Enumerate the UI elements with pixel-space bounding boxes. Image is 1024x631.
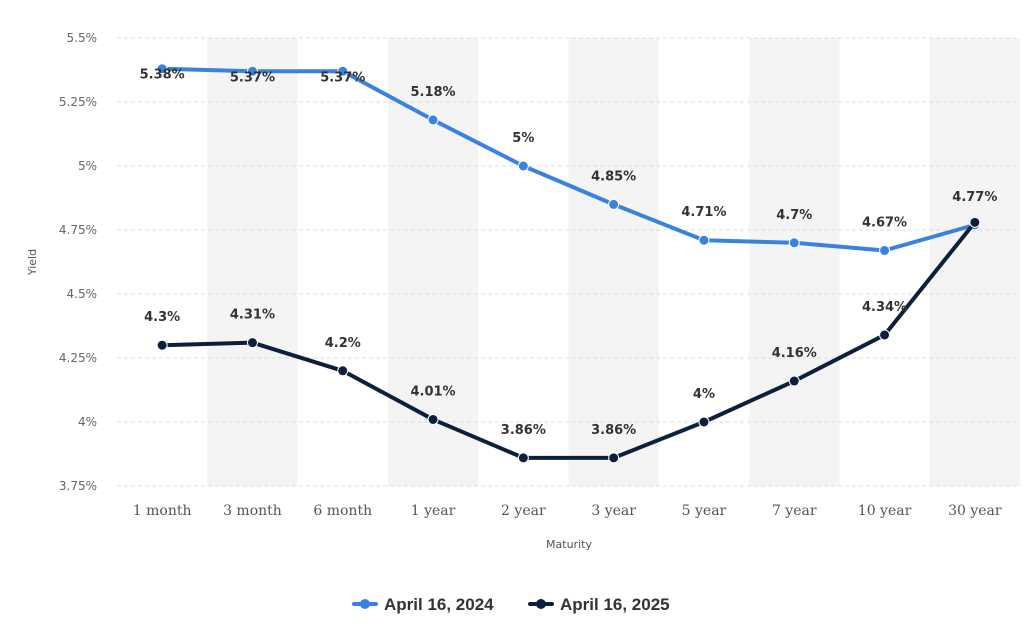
data-point	[608, 198, 620, 210]
x-axis-title: Maturity	[546, 538, 592, 551]
x-tick-label: 7 year	[772, 503, 817, 519]
y-tick-label: 4.25%	[59, 351, 97, 365]
data-point	[698, 416, 710, 428]
data-point	[246, 337, 258, 349]
data-point	[788, 237, 800, 249]
data-label: 4.31%	[230, 308, 275, 323]
data-label: 4.2%	[325, 336, 361, 351]
column-band	[568, 38, 659, 486]
data-label: 4.7%	[776, 208, 812, 223]
x-tick-label: 10 year	[858, 503, 912, 519]
data-label: 5.37%	[230, 70, 275, 85]
data-point	[879, 244, 891, 256]
series-line	[160, 220, 977, 460]
x-tick-label: 1 month	[133, 503, 192, 519]
column-band	[387, 38, 479, 486]
data-label: 4.85%	[591, 169, 636, 184]
data-label: 5.38%	[140, 68, 185, 83]
data-point	[517, 452, 529, 464]
data-label: 4.71%	[681, 205, 726, 220]
data-point	[517, 160, 529, 172]
data-point	[246, 65, 258, 77]
y-tick-label: 4%	[78, 415, 97, 429]
data-point	[969, 216, 981, 228]
y-tick-label: 5.25%	[59, 95, 97, 109]
y-tick-label: 4.5%	[67, 287, 98, 301]
data-point	[788, 375, 800, 387]
data-point	[879, 329, 891, 341]
legend-label: April 16, 2025	[560, 595, 670, 614]
data-label: 4.3%	[144, 310, 180, 325]
data-point	[156, 339, 168, 351]
series-line	[160, 66, 977, 253]
data-label: 3.86%	[501, 423, 546, 438]
x-tick-label: 3 month	[223, 503, 282, 519]
data-label: 5.18%	[410, 85, 455, 100]
x-tick-label: 2 year	[501, 503, 546, 519]
legend-marker-dot	[360, 599, 370, 609]
y-tick-label: 5%	[78, 159, 97, 173]
data-label: 4.67%	[862, 215, 907, 230]
data-label: 4.16%	[772, 346, 817, 361]
data-point	[427, 413, 439, 425]
column-band	[749, 38, 840, 486]
legend-label: April 16, 2024	[384, 595, 494, 614]
data-label: 4%	[693, 387, 715, 402]
y-tick-label: 4.75%	[59, 223, 97, 237]
y-axis-title: Yield	[26, 249, 39, 276]
y-tick-label: 3.75%	[59, 479, 97, 493]
data-point	[156, 63, 168, 75]
column-band	[207, 38, 298, 486]
data-label: 4.34%	[862, 300, 907, 315]
x-tick-label: 30 year	[948, 503, 1002, 519]
data-label: 5%	[512, 131, 534, 146]
x-tick-label: 3 year	[591, 503, 636, 519]
data-label: 4.01%	[410, 384, 455, 399]
data-point	[337, 365, 349, 377]
x-tick-label: 5 year	[682, 503, 727, 519]
data-label: 3.86%	[591, 423, 636, 438]
legend-marker-dot	[536, 599, 546, 609]
y-tick-label: 5.5%	[67, 31, 98, 45]
data-point	[427, 114, 439, 126]
data-label: 5.37%	[320, 70, 365, 85]
data-point	[337, 65, 349, 77]
data-point	[608, 452, 620, 464]
x-tick-label: 6 month	[313, 503, 372, 519]
data-point	[698, 234, 710, 246]
data-label: 4.77%	[952, 190, 997, 205]
x-tick-label: 1 year	[411, 503, 456, 519]
